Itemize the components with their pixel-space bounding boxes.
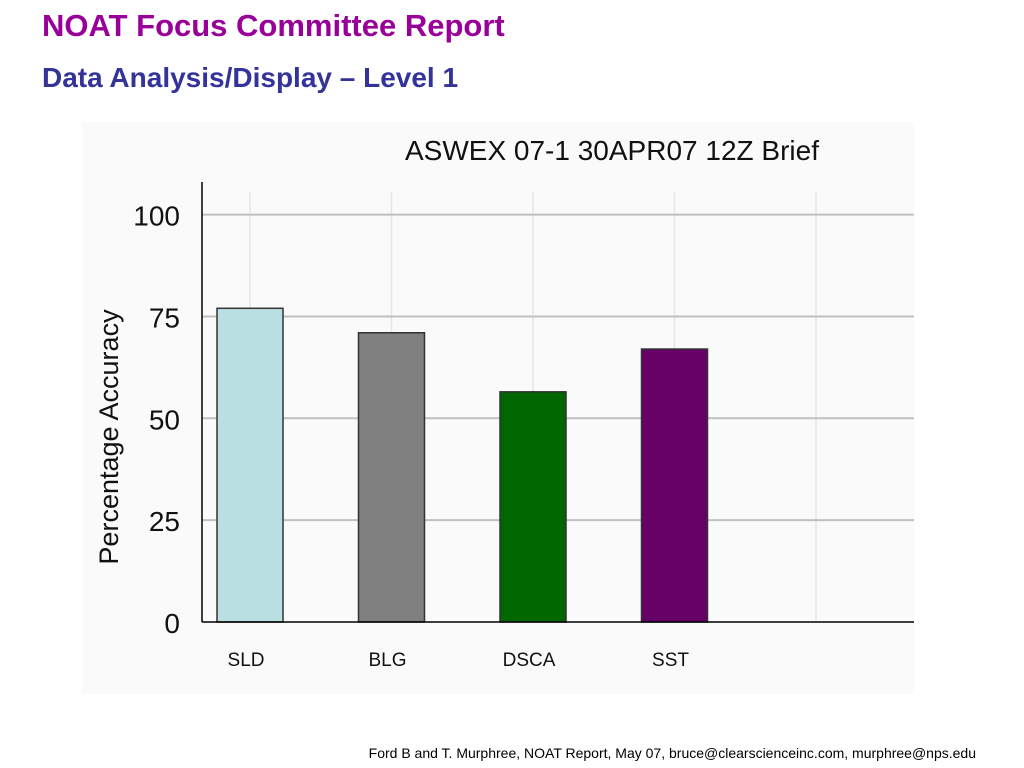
- x-tick-label: BLG: [368, 650, 406, 671]
- slide-subtitle: Data Analysis/Display – Level 1: [42, 62, 459, 93]
- y-tick-label: 75: [149, 302, 180, 333]
- tick-layer: 0 25 50 75 100 SLD BLG DSCA SST: [133, 182, 914, 671]
- footer-citation: Ford B and T. Murphree, NOAT Report, May…: [368, 745, 976, 761]
- bar-dsca: [499, 391, 567, 623]
- bar-sst: [640, 348, 709, 623]
- x-tick-label: SST: [652, 650, 689, 671]
- y-tick-label: 25: [149, 506, 180, 537]
- y-tick-label: 50: [149, 404, 180, 435]
- chart-panel: ASWEX 07-1 30APR07 12Z Brief Percentage …: [82, 122, 914, 694]
- x-tick-label: DSCA: [503, 650, 556, 671]
- x-tick-label: SLD: [228, 650, 265, 671]
- chart-title: ASWEX 07-1 30APR07 12Z Brief: [405, 135, 819, 166]
- bar-chart: ASWEX 07-1 30APR07 12Z Brief Percentage …: [94, 135, 914, 671]
- bar-blg: [357, 331, 426, 623]
- bar-layer: [216, 307, 709, 623]
- y-tick-label: 100: [133, 201, 180, 232]
- bar-sld: [216, 307, 284, 623]
- y-tick-label: 0: [164, 608, 180, 639]
- slide-title: NOAT Focus Committee Report: [42, 8, 505, 43]
- y-axis-label: Percentage Accuracy: [94, 309, 124, 565]
